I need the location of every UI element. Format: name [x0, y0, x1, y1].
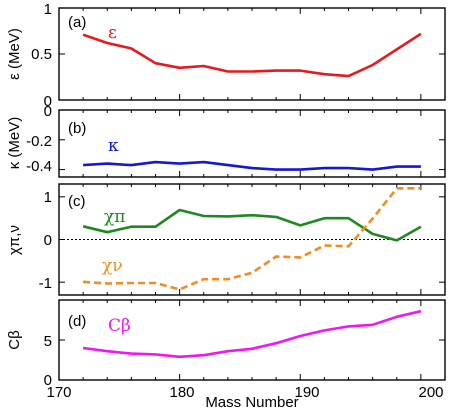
panel-b-ylabel: κ (MeV) — [6, 117, 23, 170]
panel-b-y-tick: -0.4 — [26, 158, 52, 175]
panel-a-frame — [58, 7, 446, 101]
panel-d-label: (d) — [68, 313, 86, 330]
series-label-chi-pi: χπ — [104, 207, 125, 227]
panel-c-y-tick: 0 — [44, 232, 52, 249]
panel-d-y-tick: 5 — [44, 333, 52, 350]
series-line-d — [82, 309, 422, 359]
panel-b-y-tick: -0.2 — [26, 133, 52, 150]
series-line-b — [83, 160, 421, 171]
x-tick-label: 170 — [46, 384, 71, 401]
panel-b-y-tick: 0 — [44, 103, 52, 120]
x-axis-title: Mass Number — [205, 394, 298, 411]
panel-c-ylabel: χπ,ν — [6, 225, 23, 255]
x-tick-label: 200 — [418, 384, 443, 401]
panel-a-label: (a) — [68, 14, 86, 31]
x-tick-label: 190 — [294, 384, 319, 401]
panel-a-y-tick: 0.5 — [31, 46, 52, 63]
panel-a-ylabel: ε (MeV) — [6, 28, 23, 80]
series-label-c-beta: Cβ — [108, 316, 131, 336]
series-label-epsilon: ε — [108, 23, 117, 43]
panel-d-y-tick: 0 — [44, 372, 52, 389]
series-line-a — [82, 32, 422, 78]
panel-c-y-tick: -1 — [39, 275, 52, 292]
panel-a-y-tick: 0 — [44, 93, 52, 110]
x-tick-label: 180 — [169, 384, 194, 401]
chart-marks — [58, 7, 446, 381]
series-line-c — [82, 208, 422, 242]
panel-b-label: (b) — [68, 120, 86, 137]
series-label-kappa: κ — [108, 136, 119, 156]
panel-c-label: (c) — [68, 193, 86, 210]
panel-a-y-tick: 1 — [44, 1, 52, 18]
panel-d-frame — [58, 299, 446, 381]
series-line-c — [83, 187, 421, 291]
series-label-chi-nu: χν — [102, 256, 123, 276]
panel-c-y-tick: 1 — [44, 189, 52, 206]
panel-d-ylabel: Cβ — [6, 330, 23, 350]
